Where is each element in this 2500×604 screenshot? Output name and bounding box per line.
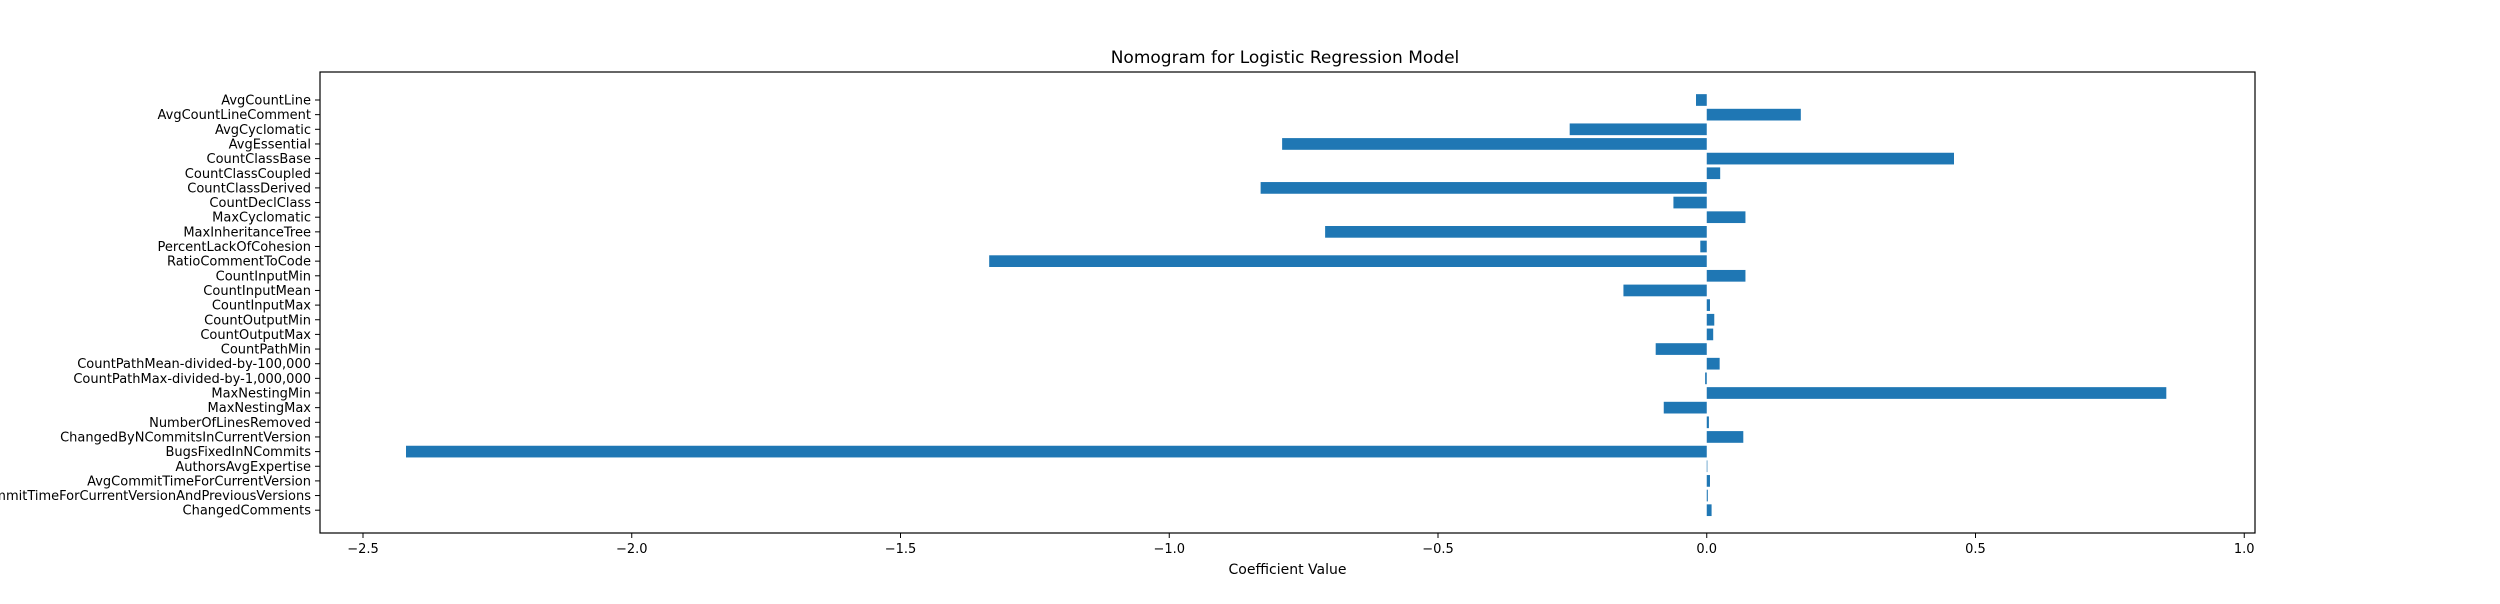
y-tick-label-7: CountDeclClass [209,196,311,211]
y-tick-label-26: AvgCommitTimeForCurrentVersion [87,474,311,489]
y-tick-label-12: CountInputMin [216,269,311,284]
x-tick-label-4: −0.5 [1422,542,1454,557]
y-tick-label-27: AvgCommitTimeForCurrentVersionAndPreviou… [0,489,311,504]
bar-1 [1706,108,1801,121]
bar-6 [1260,182,1707,194]
y-tick-label-5: CountClassCoupled [185,167,311,182]
bar-26 [1706,475,1710,487]
y-tick-label-19: CountPathMax-divided-by-1,000,000 [73,372,311,387]
y-tick-label-2: AvgCyclomatic [215,123,311,138]
x-tick-label-7: 1.0 [2234,542,2255,557]
bar-17 [1655,343,1707,355]
bar-16 [1706,328,1714,341]
y-tick-label-16: CountOutputMax [200,328,311,343]
x-tick-label-3: −1.0 [1153,542,1185,557]
y-tick-label-28: ChangedComments [183,504,312,519]
y-tick-label-8: MaxCyclomatic [212,211,311,226]
bar-12 [1706,269,1746,282]
y-tick-label-17: CountPathMin [221,343,311,358]
plot-frame [319,71,2256,534]
y-tick-label-0: AvgCountLine [221,94,311,109]
y-tick-label-23: ChangedByNCommitsInCurrentVersion [60,430,311,445]
bar-9 [1325,226,1707,238]
x-tick-label-2: −1.5 [885,542,917,557]
bar-11 [989,255,1707,267]
y-axis: AvgCountLineAvgCountLineCommentAvgCyclom… [0,94,320,519]
bar-25 [1706,460,1708,473]
bar-18 [1706,357,1720,370]
y-tick-label-18: CountPathMean-divided-by-100,000 [77,357,311,372]
y-tick-label-13: CountInputMean [203,284,311,299]
y-tick-label-21: MaxNestingMax [208,401,312,416]
y-tick-label-10: PercentLackOfCohesion [158,240,311,255]
y-tick-label-20: MaxNestingMin [211,387,311,402]
bar-19 [1705,372,1707,385]
x-tick-label-0: −2.5 [347,542,379,557]
bar-28 [1706,504,1712,517]
bar-22 [1706,416,1709,429]
y-tick-label-9: MaxInheritanceTree [183,225,311,240]
bar-13 [1623,284,1707,297]
y-tick-label-15: CountOutputMin [204,313,311,328]
bar-7 [1673,196,1707,209]
x-tick-label-5: 0.0 [1696,542,1717,557]
bar-8 [1706,211,1746,224]
y-tick-label-14: CountInputMax [212,299,311,314]
bar-2 [1569,123,1707,136]
x-axis-label: Coefficient Value [1229,562,1347,578]
x-tick-label-1: −2.0 [616,542,648,557]
bar-15 [1706,313,1715,326]
y-tick-label-24: BugsFixedInNCommits [165,445,311,460]
y-tick-label-6: CountClassDerived [187,181,311,196]
y-tick-label-11: RatioCommentToCode [167,255,311,270]
bar-24 [406,445,1707,458]
bar-5 [1706,167,1721,180]
y-tick-label-25: AuthorsAvgExpertise [175,460,311,475]
y-tick-label-4: CountClassBase [207,152,311,167]
bar-10 [1700,240,1707,253]
bar-3 [1282,138,1707,150]
bar-0 [1696,94,1707,106]
bar-14 [1706,299,1710,311]
bar-27 [1706,489,1708,502]
bar-4 [1706,152,1954,165]
bar-23 [1706,431,1744,443]
x-tick-label-6: 0.5 [1965,542,1986,557]
bar-20 [1706,387,2167,399]
x-axis: −2.5 −2.0 −1.5 −1.0 −0.5 0.0 0.5 1.0 [347,533,2255,557]
y-tick-label-3: AvgEssential [229,137,311,152]
y-tick-label-22: NumberOfLinesRemoved [149,416,311,431]
chart-title: Nomogram for Logistic Regression Model [1111,48,1460,68]
bar-group [406,94,2167,517]
y-tick-label-1: AvgCountLineComment [158,108,311,123]
bar-21 [1663,401,1707,414]
